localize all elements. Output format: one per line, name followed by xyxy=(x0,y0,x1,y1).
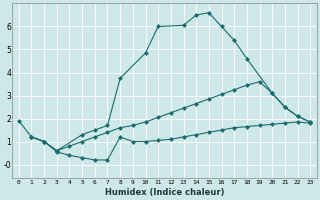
X-axis label: Humidex (Indice chaleur): Humidex (Indice chaleur) xyxy=(105,188,224,197)
